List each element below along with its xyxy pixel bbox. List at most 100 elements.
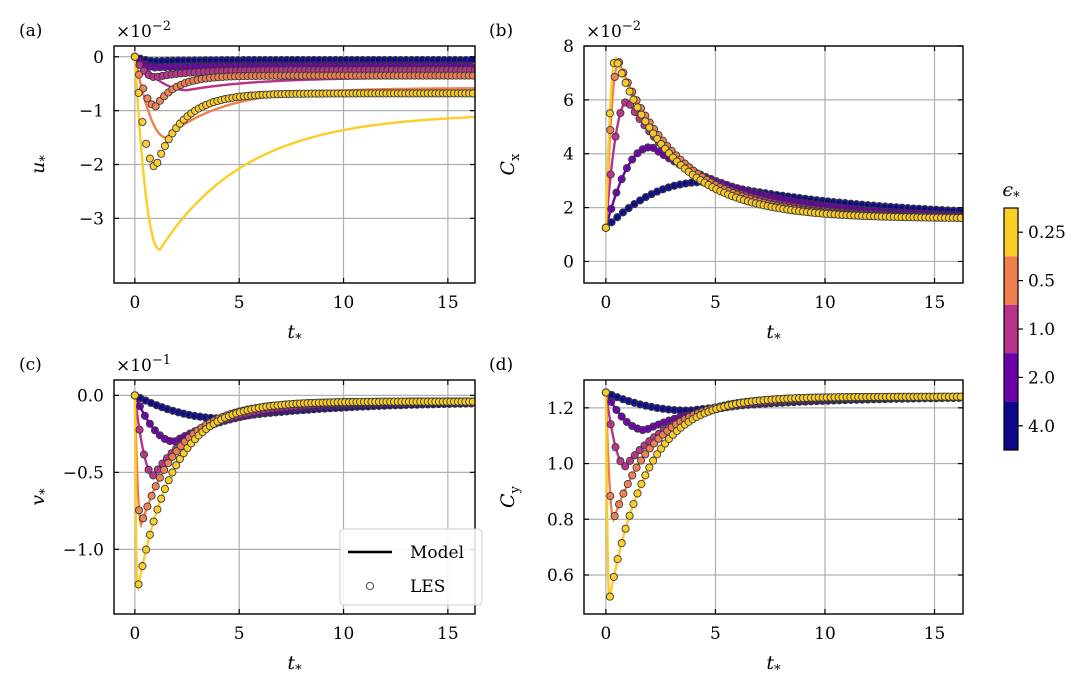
les-point-series-0: [649, 129, 658, 138]
les-point-series-0: [164, 135, 173, 144]
les-point-series-1: [636, 456, 646, 465]
les-point-series-3: [135, 402, 144, 411]
panel-c: 0 5 10 15 0.0 −0.5 −1.0 (c) ×10−1 t* v*: [19, 353, 476, 678]
colorbar-segment: [1004, 256, 1018, 305]
les-point-series-1: [641, 450, 650, 459]
y-axis-label: Cx: [497, 153, 523, 176]
y-tick-label: −0.5: [63, 463, 104, 483]
les-point-series-3: [150, 426, 159, 435]
y-tick-label: −1: [79, 102, 104, 122]
x-tick-label: 5: [710, 624, 721, 644]
les-point-series-0: [160, 141, 169, 151]
les-point-series-1: [139, 514, 148, 523]
y-tick-label: 1.2: [547, 399, 574, 419]
y-tick-label: −3: [79, 209, 104, 229]
les-point-series-0: [605, 109, 614, 118]
colorbar-segment: [1004, 353, 1018, 402]
les-point-series-3: [622, 417, 631, 427]
axis-multiplier: ×10−2: [586, 19, 641, 42]
les-point-series-0: [645, 123, 654, 132]
les-point-series-2: [616, 457, 625, 466]
plot-area: [130, 391, 475, 592]
les-point-series-0: [153, 505, 162, 514]
colorbar-label: 1.0: [1028, 320, 1055, 340]
les-point-series-3: [607, 204, 616, 213]
colorbar-segment: [1004, 208, 1018, 257]
les-point-series-0: [172, 461, 181, 470]
les-point-series-0: [468, 397, 475, 406]
les-point-series-1: [155, 473, 164, 482]
les-point-series-1: [606, 125, 615, 135]
les-point-series-1: [645, 444, 654, 453]
les-point-series-0: [613, 555, 622, 564]
les-point-series-1: [151, 482, 160, 491]
x-tick-label: 10: [814, 293, 836, 313]
les-point-series-0: [605, 592, 614, 601]
les-point-series-4: [630, 200, 639, 209]
les-point-series-0: [645, 463, 654, 472]
colorbar-segment: [1004, 304, 1018, 354]
les-point-series-3: [622, 164, 631, 173]
les-point-series-0: [601, 223, 610, 232]
x-axis-label: t*: [766, 652, 781, 678]
les-point-series-0: [641, 471, 650, 480]
y-tick-label: 8: [563, 37, 574, 57]
les-point-series-0: [145, 154, 154, 163]
colorbar: 0.25 0.5 1.0 2.0 4.0 ϵ*: [1002, 179, 1066, 451]
les-point-series-0: [138, 562, 147, 571]
les-point-series-0: [160, 484, 169, 494]
les-point-series-4: [607, 218, 616, 227]
les-point-series-0: [625, 87, 634, 96]
les-point-series-0: [134, 88, 143, 97]
les-point-series-0: [641, 117, 650, 126]
les-point-series-1: [147, 491, 156, 500]
y-tick-label: 6: [563, 91, 574, 111]
axes-frame: [583, 45, 964, 284]
les-point-series-1: [615, 500, 624, 509]
les-point-series-0: [168, 468, 177, 477]
panel-label: (a): [19, 21, 42, 41]
les-point-series-2: [616, 108, 625, 118]
legend-model-label: Model: [410, 543, 464, 563]
les-point-series-0: [629, 95, 638, 104]
y-tick-label: 2: [563, 199, 574, 219]
les-point-series-0: [637, 479, 646, 488]
legend-les-label: LES: [410, 577, 445, 597]
les-point-series-0: [617, 539, 626, 548]
les-point-series-0: [956, 213, 963, 222]
les-point-series-3: [617, 175, 626, 184]
x-tick-label: 5: [710, 293, 721, 313]
les-point-series-0: [134, 580, 143, 589]
panel-d: 0 5 10 15 0.6 0.8 1.0 1.2 (d) t* Cy: [489, 355, 964, 678]
plot-area: [130, 52, 475, 251]
les-point-series-0: [637, 110, 646, 119]
les-point-series-0: [956, 392, 963, 401]
legend-les-marker: [365, 581, 375, 591]
les-point-series-3: [607, 397, 616, 406]
axes-frame: [583, 379, 964, 615]
les-point-series-0: [142, 139, 151, 148]
x-tick-label: 15: [924, 624, 946, 644]
les-point-series-0: [609, 572, 618, 581]
les-point-series-0: [625, 511, 634, 520]
les-point-series-1: [619, 489, 628, 498]
les-point-series-0: [468, 89, 475, 98]
axis-multiplier: ×10−2: [116, 19, 171, 42]
colorbar-title: ϵ*: [1002, 179, 1020, 205]
les-point-series-1: [606, 491, 615, 501]
les-point-series-2: [635, 446, 644, 455]
colorbar-frame: [1003, 207, 1019, 451]
x-axis-label: t*: [287, 321, 302, 347]
x-tick-label: 15: [437, 624, 459, 644]
les-point-series-3: [612, 188, 621, 197]
les-point-series-0: [142, 545, 151, 554]
les-point-series-0: [153, 158, 162, 167]
les-point-series-1: [168, 452, 177, 461]
les-point-series-0: [164, 476, 173, 485]
les-point-series-1: [151, 102, 160, 111]
model-line-series-0: [133, 56, 475, 251]
les-point-series-1: [610, 512, 619, 521]
les-point-series-0: [633, 489, 642, 498]
les-point-series-0: [653, 450, 662, 459]
